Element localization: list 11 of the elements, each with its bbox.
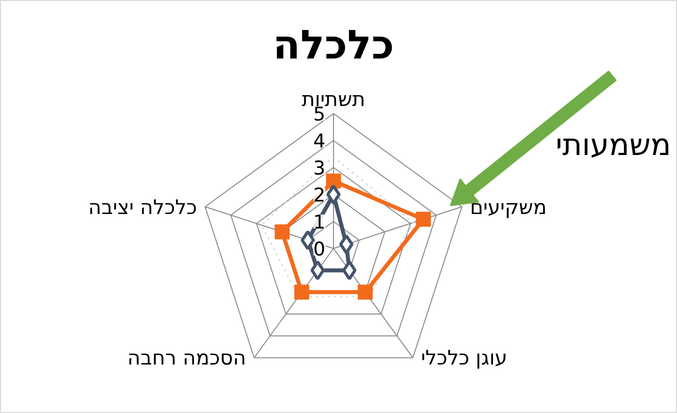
spoke-label: משקיעים xyxy=(470,194,547,219)
y-tick-label: 2 xyxy=(313,184,326,206)
text: משמעותי xyxy=(556,128,672,163)
y-tick-label: 3 xyxy=(313,158,326,180)
spoke-label: כלכלה יציבה xyxy=(88,194,198,219)
y-tick-label: 0 xyxy=(313,238,326,260)
spoke-label: עוגן כלכלי xyxy=(420,346,508,370)
y-tick-label: 4 xyxy=(313,130,326,152)
spoke-label: הסכמה רחבה xyxy=(127,346,246,370)
y-tick-label: 1 xyxy=(313,212,326,234)
chart-title: כלכלה xyxy=(272,22,394,68)
